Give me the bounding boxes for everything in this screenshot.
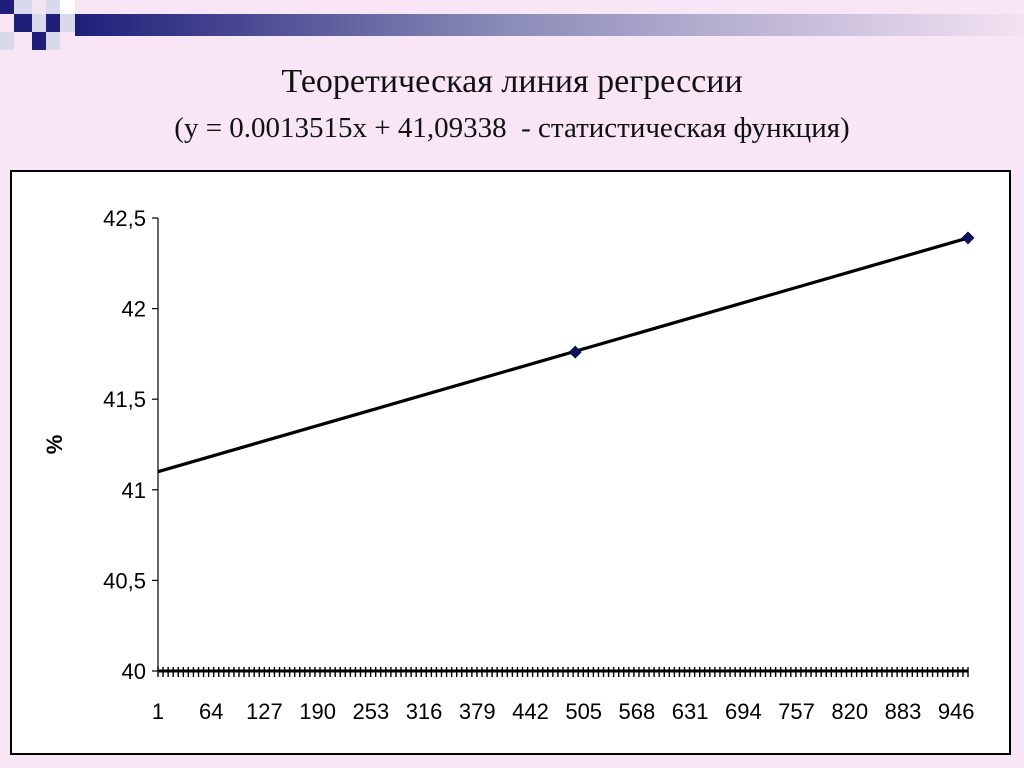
x-tick-label: 757 [778,699,815,724]
y-tick-label: 41 [122,478,146,503]
header-gradient-bar [75,14,1024,36]
decor-square [14,14,32,32]
decor-square [60,14,75,32]
decor-square [46,0,60,14]
x-tick-label: 883 [885,699,922,724]
decor-square [46,14,60,32]
x-tick-label: 316 [406,699,443,724]
y-tick-label: 42,5 [103,206,146,231]
slide-subtitle: (y = 0.0013515x + 41,09338 - статистичес… [174,112,850,144]
chart-frame: 40 40,5 41 41,5 42 42,5% 1 64 127 190 253 316 379 442… [10,170,1011,755]
decor-square [0,32,14,50]
regression-chart: 40 40,5 41 41,5 42 42,5% 1 64 127 190 253 316 379 442… [42,206,975,724]
x-tick-label: 568 [619,699,656,724]
data-point-marker [961,231,975,245]
x-tick-label: 64 [199,699,223,724]
y-tick-label: 40,5 [103,568,146,593]
decor-square [14,0,32,14]
header-decoration [0,0,1024,50]
slide-title: Теоретическая линия регрессии [281,63,743,100]
decor-square [32,32,46,50]
x-tick-label: 127 [246,699,283,724]
y-tick-label: 42 [122,297,146,322]
x-tick-label: 442 [512,699,549,724]
data-point-marker [568,345,582,359]
y-axis-label: % [42,435,67,455]
y-tick-label: 40 [122,659,146,684]
x-tick-label: 253 [352,699,389,724]
x-tick-label: 631 [672,699,709,724]
x-tick-label: 1 [152,699,164,724]
decor-square [0,0,14,14]
y-tick-label: 41,5 [103,387,146,412]
decor-square [32,0,46,14]
x-tick-label: 946 [938,699,975,724]
x-tick-label: 694 [725,699,762,724]
regression-line [157,236,969,474]
x-tick-label: 820 [831,699,868,724]
decor-square [60,0,75,14]
x-tick-label: 379 [459,699,496,724]
x-tick-label: 190 [299,699,336,724]
decor-square [46,32,60,50]
x-tick-label: 505 [565,699,602,724]
decor-square [32,14,46,32]
